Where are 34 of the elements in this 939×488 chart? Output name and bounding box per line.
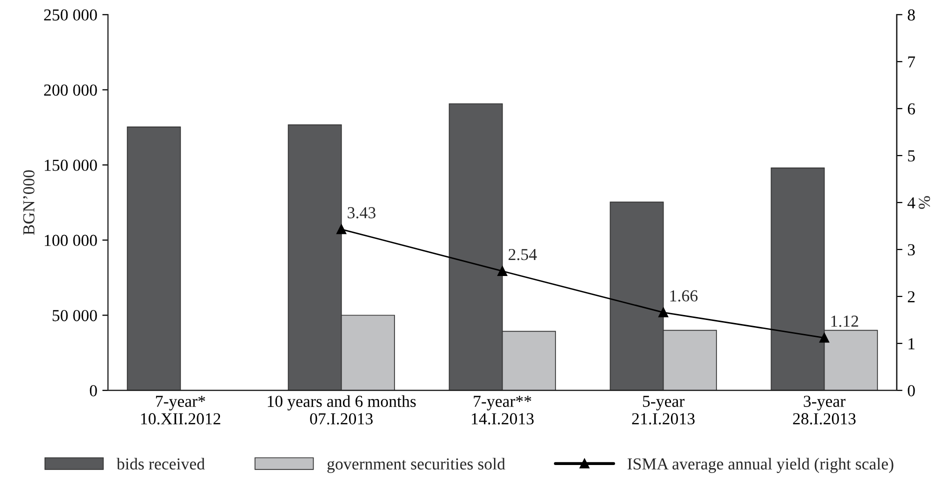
x-tick-label: 7-year* 10.XII.2012 [141,396,220,424]
y2-tick-label: 4 [907,197,916,208]
y2-tick-label: 3 [908,244,915,256]
data-label: 1.66 [670,290,698,302]
y-tick-label: 50 000 [52,310,97,322]
y2-tick-label: 0 [908,385,915,396]
y-tick-label: 0 [90,385,97,396]
y-tick-label: 200 000 [44,84,97,96]
legend-label: government securities sold [327,458,506,473]
bar [126,126,181,390]
y2-axis-title: % [918,196,930,209]
data-label: 1.12 [831,316,858,327]
y-axis-title: BGN’000 [23,170,34,235]
legend-label: ISMA average annual yield (right scale) [628,458,894,473]
y-tick-label: 150 000 [44,160,97,171]
y2-tick-label: 1 [908,338,914,350]
x-tick-label: 10 years and 6 months 07.I.2013 [268,395,416,425]
x-tick-label: 3-year 28.I.2013 [793,396,856,424]
y-tick-label: 250 000 [44,9,97,21]
point [658,308,668,318]
y2-tick-label: 8 [908,9,915,21]
y2-tick-label: 7 [908,56,916,68]
point [498,266,508,276]
data-label: 3.43 [348,207,376,218]
x-tick-label: 5-year 21.I.2013 [632,396,695,424]
y2-tick-label: 5 [908,150,915,162]
point [336,224,346,234]
x-tick-label: 7-year** 14.I.2013 [472,396,534,424]
data-label: 2.54 [508,248,537,260]
y2-tick-label: 2 [908,291,915,302]
legend-label: bids received [116,458,205,470]
y-tick-label: 100 000 [44,234,97,246]
point [819,332,830,343]
y2-tick-label: 6 [908,103,915,115]
